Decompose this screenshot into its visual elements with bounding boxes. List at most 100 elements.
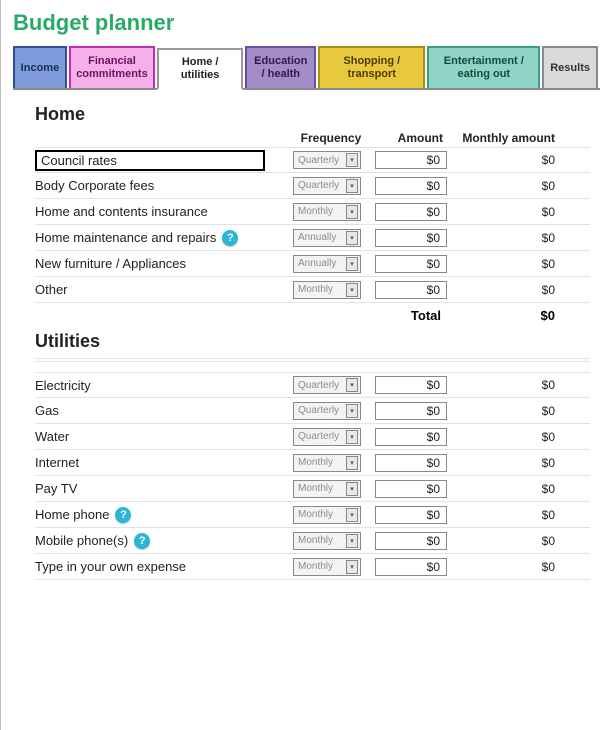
frequency-value: Quarterly	[298, 155, 339, 166]
frequency-select[interactable]: Annually▾	[293, 255, 361, 273]
chevron-down-icon: ▾	[346, 404, 358, 418]
amount-input[interactable]: $0	[375, 454, 447, 472]
monthly-amount: $0	[451, 404, 559, 418]
tab-entertainment-eating-out[interactable]: Entertainment / eating out	[427, 46, 540, 88]
amount-input[interactable]: $0	[375, 480, 447, 498]
help-icon[interactable]: ?	[222, 230, 238, 246]
frequency-select[interactable]: Quarterly ▾	[293, 151, 361, 169]
frequency-cell: Monthly▾	[293, 454, 369, 472]
label-cell: Pay TV	[35, 481, 293, 496]
tab-shopping-transport[interactable]: Shopping / transport	[318, 46, 425, 88]
amount-cell: $0	[369, 402, 451, 420]
frequency-value: Quarterly	[298, 405, 339, 416]
frequency-select[interactable]: Annually▾	[293, 229, 361, 247]
row-label: Other	[35, 282, 68, 297]
amount-input[interactable]: $0	[375, 203, 447, 221]
frequency-value: Monthly	[298, 284, 333, 295]
frequency-cell: Monthly▾	[293, 203, 369, 221]
row-label: Body Corporate fees	[35, 178, 154, 193]
frequency-select[interactable]: Quarterly▾	[293, 376, 361, 394]
budget-planner-page: Budget planner Income Financial commitme…	[1, 0, 600, 580]
monthly-amount: $0	[451, 231, 559, 245]
amount-input[interactable]: $0	[375, 177, 447, 195]
amount-input[interactable]: $0	[375, 532, 447, 550]
frequency-value: Annually	[298, 258, 336, 269]
tab-income[interactable]: Income	[13, 46, 67, 88]
monthly-amount: $0	[451, 378, 559, 392]
monthly-amount: $0	[451, 257, 559, 271]
amount-cell: $0	[369, 506, 451, 524]
amount-input[interactable]: $0	[375, 506, 447, 524]
amount-cell: $0	[369, 281, 451, 299]
frequency-cell: Quarterly▾	[293, 376, 369, 394]
label-cell: Body Corporate fees	[35, 178, 293, 193]
chevron-down-icon: ▾	[346, 378, 358, 392]
frequency-value: Monthly	[298, 206, 333, 217]
amount-input[interactable]: $0	[375, 229, 447, 247]
frequency-cell: Monthly▾	[293, 281, 369, 299]
table-row: WaterQuarterly▾$0$0	[35, 424, 590, 450]
label-cell: Home and contents insurance	[35, 204, 293, 219]
help-icon[interactable]: ?	[134, 533, 150, 549]
frequency-select[interactable]: Monthly▾	[293, 532, 361, 550]
tab-financial-commitments[interactable]: Financial commitments	[69, 46, 155, 88]
monthly-amount: $0	[451, 456, 559, 470]
monthly-amount: $0	[451, 560, 559, 574]
section-title-home: Home	[35, 104, 590, 125]
frequency-select[interactable]: Monthly▾	[293, 558, 361, 576]
row-label: Internet	[35, 455, 79, 470]
chevron-down-icon: ▾	[346, 231, 358, 245]
label-cell: Water	[35, 429, 293, 444]
amount-input[interactable]: $0	[375, 151, 447, 169]
frequency-select[interactable]: Monthly▾	[293, 203, 361, 221]
frequency-cell: Annually▾	[293, 255, 369, 273]
section-title-utilities: Utilities	[35, 331, 590, 352]
row-label: Gas	[35, 403, 59, 418]
frequency-select[interactable]: Monthly▾	[293, 454, 361, 472]
amount-input[interactable]: $0	[375, 376, 447, 394]
row-label: Home maintenance and repairs	[35, 230, 216, 245]
amount-input[interactable]: $0	[375, 428, 447, 446]
tab-education-health[interactable]: Education / health	[245, 46, 316, 88]
utilities-rows: ElectricityQuarterly▾$0$0GasQuarterly▾$0…	[35, 372, 590, 580]
home-total-value: $0	[451, 308, 559, 323]
frequency-select[interactable]: Monthly▾	[293, 480, 361, 498]
frequency-cell: Monthly▾	[293, 506, 369, 524]
table-row: Gas Quarterly ▾ $0 $0	[35, 398, 590, 424]
header-frequency: Frequency	[293, 131, 369, 145]
frequency-value: Monthly	[298, 457, 333, 468]
amount-cell: $0	[369, 255, 451, 273]
table-row: Pay TVMonthly▾$0$0	[35, 476, 590, 502]
row-label: Mobile phone(s)	[35, 533, 128, 548]
tab-home-utilities[interactable]: Home / utilities	[157, 48, 243, 90]
help-icon[interactable]: ?	[115, 507, 131, 523]
table-row: Council ratesQuarterly▾$0$0	[35, 147, 590, 173]
amount-input[interactable]: $0	[375, 558, 447, 576]
label-cell: Electricity	[35, 378, 293, 393]
amount-input[interactable]: $0	[375, 402, 447, 420]
label-cell: Council rates	[35, 150, 293, 171]
chevron-down-icon: ▾	[346, 560, 358, 574]
row-label: Electricity	[35, 378, 91, 393]
amount-input[interactable]: $0	[375, 281, 447, 299]
amount-input[interactable]: $0	[375, 255, 447, 273]
table-row: Mobile phone(s)?Monthly▾$0$0	[35, 528, 590, 554]
tab-results[interactable]: Results	[542, 46, 598, 88]
tab-bar: Income Financial commitments Home / util…	[13, 46, 600, 90]
amount-cell: $0	[369, 376, 451, 394]
amount-cell: $0	[369, 532, 451, 550]
frequency-value: Quarterly	[298, 180, 339, 191]
chevron-down-icon: ▾	[346, 153, 358, 167]
frequency-select[interactable]: Quarterly ▾	[293, 402, 361, 420]
amount-cell: $0	[369, 454, 451, 472]
frequency-cell: Quarterly▾	[293, 177, 369, 195]
frequency-select[interactable]: Monthly▾	[293, 506, 361, 524]
frequency-select[interactable]: Quarterly▾	[293, 428, 361, 446]
home-total-row: Total $0	[35, 303, 590, 327]
chevron-down-icon: ▾	[346, 534, 358, 548]
column-headers-home: Frequency Amount Monthly amount	[35, 131, 590, 145]
label-cell: Other	[35, 282, 293, 297]
chevron-down-icon: ▾	[346, 482, 358, 496]
frequency-select[interactable]: Quarterly▾	[293, 177, 361, 195]
frequency-select[interactable]: Monthly▾	[293, 281, 361, 299]
